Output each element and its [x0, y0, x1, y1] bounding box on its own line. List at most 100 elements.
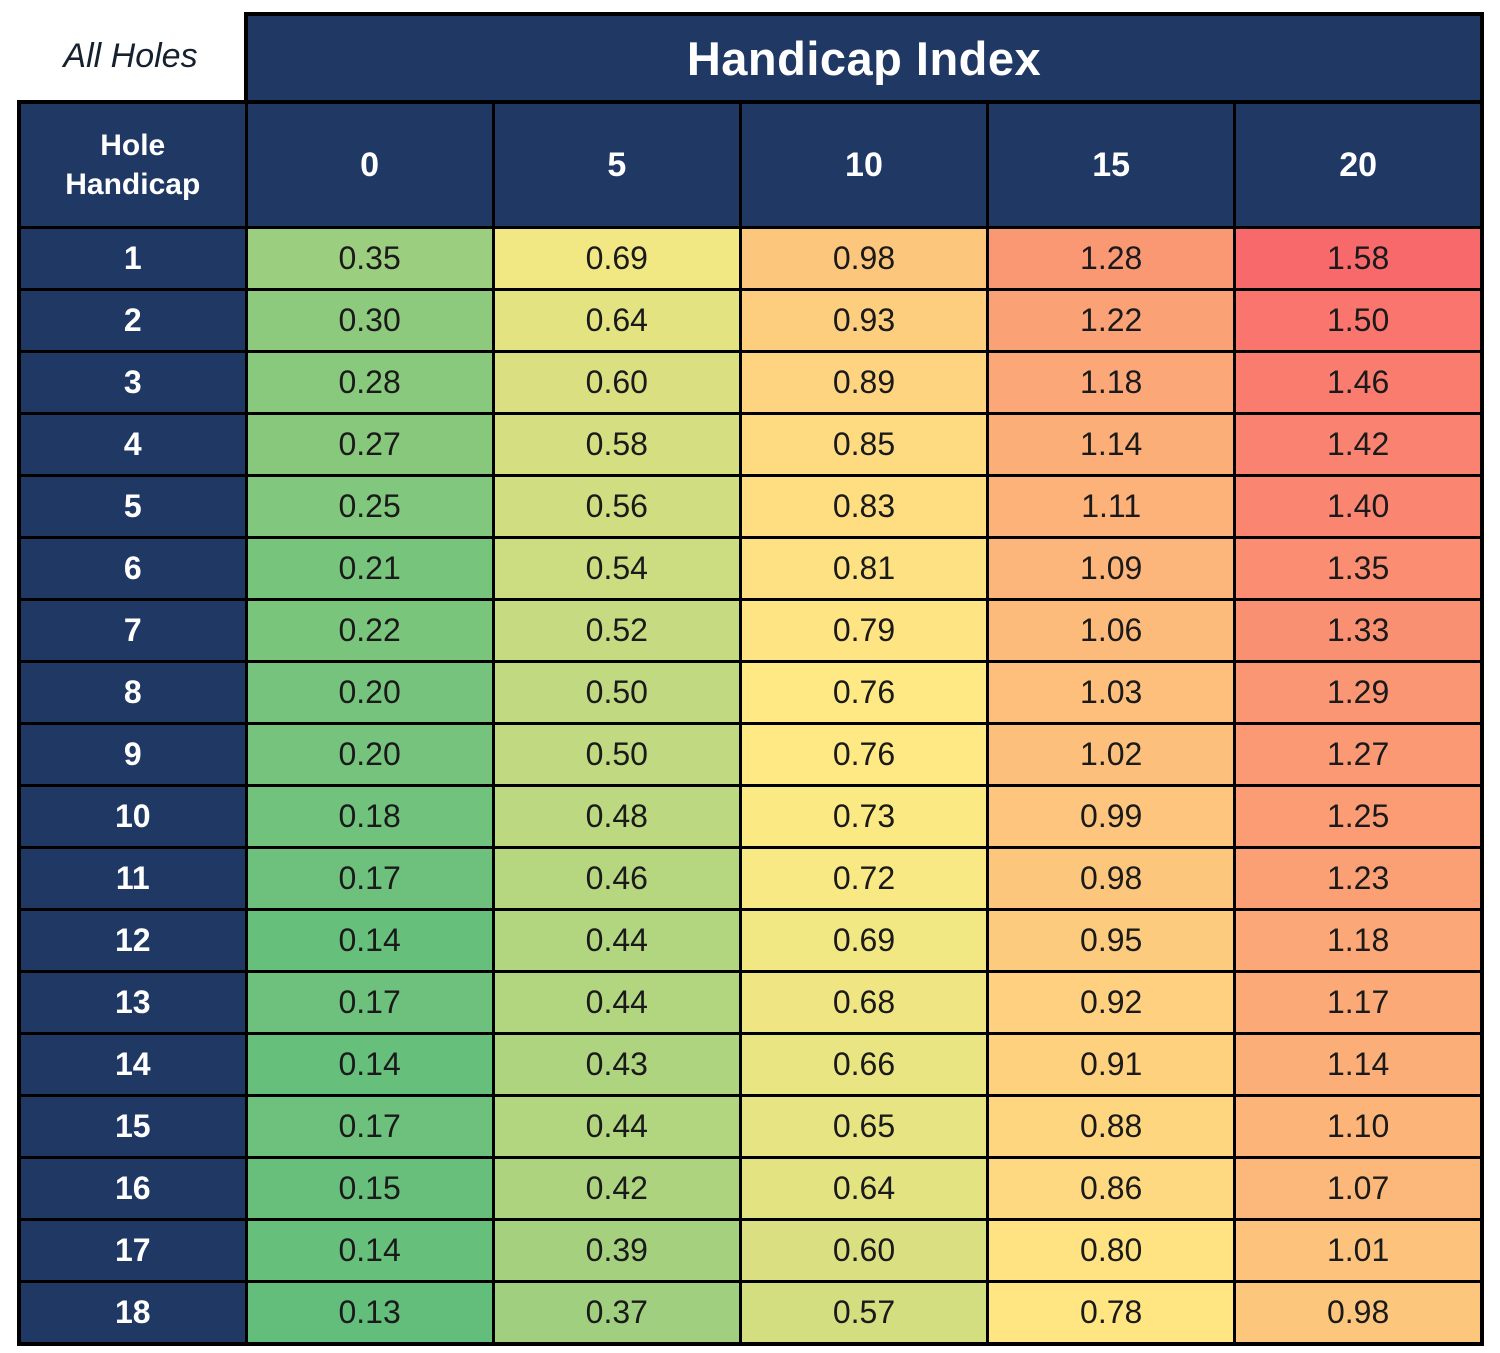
heat-cell: 1.18 [1233, 908, 1484, 973]
table-row: 5 0.25 0.56 0.83 1.11 1.40 [17, 474, 1484, 539]
heat-cell: 0.56 [491, 474, 742, 539]
table-row: 18 0.13 0.37 0.57 0.78 0.98 [17, 1280, 1484, 1346]
hole-handicap-cell: 5 [17, 474, 248, 539]
heat-cell: 0.78 [986, 1280, 1237, 1346]
heat-cell: 0.44 [491, 1094, 742, 1159]
heat-cell: 1.18 [986, 350, 1237, 415]
handicap-index-table: Hole Handicap 0 5 10 15 20 1 0.35 0.69 0.98… [17, 100, 1484, 1346]
hole-handicap-cell: 16 [17, 1156, 248, 1221]
hole-handicap-cell: 10 [17, 784, 248, 849]
table-title: Handicap Index [244, 12, 1484, 100]
heat-cell: 0.91 [986, 1032, 1237, 1097]
heat-cell: 0.98 [738, 226, 990, 291]
table-body: 1 0.35 0.69 0.98 1.28 1.58 2 0.30 0.64 0.93 1.22 1.… [17, 226, 1484, 1346]
column-header-0: 0 [244, 100, 495, 229]
hole-handicap-cell: 12 [17, 908, 248, 973]
heat-cell: 0.69 [738, 908, 990, 973]
heat-cell: 1.11 [986, 474, 1237, 539]
heat-cell: 0.46 [491, 846, 742, 911]
heat-cell: 0.54 [491, 536, 742, 601]
column-header-10: 10 [738, 100, 990, 229]
heat-cell: 0.57 [738, 1280, 990, 1346]
heat-cell: 0.68 [738, 970, 990, 1035]
heat-cell: 0.66 [738, 1032, 990, 1097]
table-row: 6 0.21 0.54 0.81 1.09 1.35 [17, 536, 1484, 601]
heat-cell: 0.39 [491, 1218, 742, 1283]
column-header-row: Hole Handicap 0 5 10 15 20 [17, 100, 1484, 229]
heat-cell: 0.50 [491, 660, 742, 725]
heat-cell: 0.17 [244, 970, 495, 1035]
heat-cell: 1.06 [986, 598, 1237, 663]
heat-cell: 0.81 [738, 536, 990, 601]
heat-cell: 0.13 [244, 1280, 495, 1346]
heat-cell: 0.14 [244, 1032, 495, 1097]
heat-cell: 0.48 [491, 784, 742, 849]
heat-cell: 0.18 [244, 784, 495, 849]
heat-cell: 0.88 [986, 1094, 1237, 1159]
hole-handicap-cell: 18 [17, 1280, 248, 1346]
heat-cell: 0.50 [491, 722, 742, 787]
heat-cell: 1.50 [1233, 288, 1484, 353]
table-row: 12 0.14 0.44 0.69 0.95 1.18 [17, 908, 1484, 973]
heat-cell: 0.83 [738, 474, 990, 539]
hole-handicap-cell: 14 [17, 1032, 248, 1097]
heat-cell: 1.46 [1233, 350, 1484, 415]
heat-cell: 0.25 [244, 474, 495, 539]
heat-cell: 0.28 [244, 350, 495, 415]
hole-handicap-cell: 17 [17, 1218, 248, 1283]
heat-cell: 0.76 [738, 660, 990, 725]
heat-cell: 1.29 [1233, 660, 1484, 725]
heat-cell: 1.58 [1233, 226, 1484, 291]
column-header-15: 15 [986, 100, 1237, 229]
row-header-line-1: Hole [100, 129, 166, 162]
heat-cell: 0.42 [491, 1156, 742, 1221]
heat-cell: 0.79 [738, 598, 990, 663]
heat-cell: 1.03 [986, 660, 1237, 725]
table-row: 3 0.28 0.60 0.89 1.18 1.46 [17, 350, 1484, 415]
table-row: 15 0.17 0.44 0.65 0.88 1.10 [17, 1094, 1484, 1159]
row-header-label: Hole Handicap [17, 100, 248, 229]
heat-cell: 0.37 [491, 1280, 742, 1346]
hole-handicap-cell: 11 [17, 846, 248, 911]
heat-cell: 0.17 [244, 846, 495, 911]
heat-cell: 0.99 [986, 784, 1237, 849]
table-row: 4 0.27 0.58 0.85 1.14 1.42 [17, 412, 1484, 477]
hole-handicap-cell: 7 [17, 598, 248, 663]
heat-cell: 0.64 [491, 288, 742, 353]
heat-cell: 0.44 [491, 908, 742, 973]
table-row: 1 0.35 0.69 0.98 1.28 1.58 [17, 226, 1484, 291]
table-row: 11 0.17 0.46 0.72 0.98 1.23 [17, 846, 1484, 911]
heat-cell: 0.44 [491, 970, 742, 1035]
heat-cell: 1.23 [1233, 846, 1484, 911]
heat-cell: 1.14 [986, 412, 1237, 477]
heat-cell: 1.27 [1233, 722, 1484, 787]
heat-cell: 0.72 [738, 846, 990, 911]
heat-cell: 0.20 [244, 660, 495, 725]
heat-cell: 1.09 [986, 536, 1237, 601]
heat-cell: 0.20 [244, 722, 495, 787]
heat-cell: 0.86 [986, 1156, 1237, 1221]
heat-cell: 0.76 [738, 722, 990, 787]
heat-cell: 1.22 [986, 288, 1237, 353]
heat-cell: 0.73 [738, 784, 990, 849]
heat-cell: 0.35 [244, 226, 495, 291]
heat-cell: 0.89 [738, 350, 990, 415]
row-header-line-2: Handicap [65, 168, 201, 201]
table-row: 13 0.17 0.44 0.68 0.92 1.17 [17, 970, 1484, 1035]
table-row: 16 0.15 0.42 0.64 0.86 1.07 [17, 1156, 1484, 1221]
heat-cell: 0.85 [738, 412, 990, 477]
hole-handicap-cell: 15 [17, 1094, 248, 1159]
heat-cell: 0.60 [738, 1218, 990, 1283]
hole-handicap-cell: 3 [17, 350, 248, 415]
heat-cell: 0.58 [491, 412, 742, 477]
heat-cell: 1.40 [1233, 474, 1484, 539]
heat-cell: 0.92 [986, 970, 1237, 1035]
heat-cell: 1.17 [1233, 970, 1484, 1035]
heat-cell: 0.15 [244, 1156, 495, 1221]
heat-cell: 1.01 [1233, 1218, 1484, 1283]
heat-cell: 0.95 [986, 908, 1237, 973]
heat-cell: 0.22 [244, 598, 495, 663]
heat-cell: 0.98 [986, 846, 1237, 911]
hole-handicap-cell: 1 [17, 226, 248, 291]
